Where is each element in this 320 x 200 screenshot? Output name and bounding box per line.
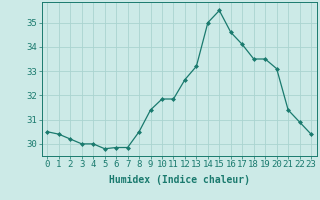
- X-axis label: Humidex (Indice chaleur): Humidex (Indice chaleur): [109, 175, 250, 185]
